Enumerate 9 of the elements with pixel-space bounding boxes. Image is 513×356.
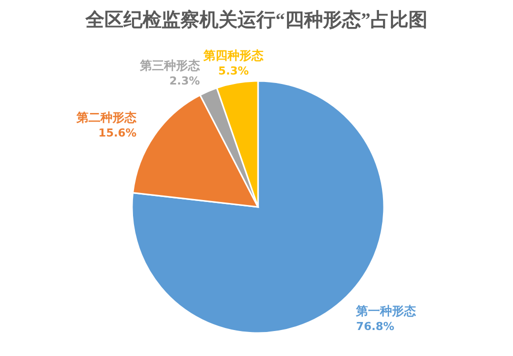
slice-label: 第四种形态 [202,48,265,63]
data-label: 15.6% [98,126,137,140]
slice-label: 第二种形态 [76,110,138,124]
slice-label: 第一种形态 [355,304,418,318]
data-label: 2.3% [169,74,200,88]
data-label: 76.8% [356,320,394,333]
chart-title: 全区纪检监察机关运行“四种形态”占比图 [84,9,428,31]
data-label: 5.3% [218,64,249,78]
slice-label: 第三种形态 [138,58,201,73]
